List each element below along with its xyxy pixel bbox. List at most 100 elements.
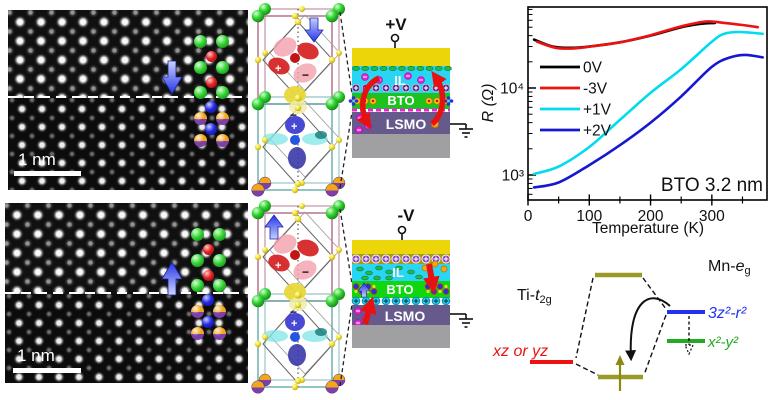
electron-down-arrow	[422, 263, 440, 294]
ti-t2g-label: Ti-t2g	[517, 287, 552, 306]
atom-b-icon	[205, 123, 217, 135]
mn-eg-label: Mn-eg	[708, 258, 751, 277]
x-tick-label: 200	[638, 208, 664, 225]
x-axis-label: Temperature (K)	[592, 220, 704, 237]
energy-level-diagram: Mn-eg Ti-t2g xz or yz 3z²-r² x²-y²	[492, 258, 751, 391]
y-tick-label: 10⁴	[500, 81, 524, 98]
series-curve-0V	[532, 21, 717, 50]
bto-label: BTO	[387, 93, 414, 108]
atom-g-icon	[193, 60, 207, 74]
electron-up-arrow	[360, 296, 377, 325]
screening-charge-row-decoration	[351, 296, 451, 306]
y-axis-label: R (Ω)	[480, 84, 497, 123]
atom-o-icon	[215, 133, 229, 147]
crystal-and-device-panel: + − − +	[250, 2, 473, 394]
terminal-icon	[397, 225, 407, 235]
series-curve--3V	[535, 20, 760, 50]
atom-r-icon	[205, 76, 217, 88]
stem-image-bottom: 1 nm	[5, 203, 248, 383]
scale-bar-label: 1 nm	[18, 150, 56, 169]
lsmo-label: LSMO	[385, 308, 426, 324]
atom-o-icon	[193, 133, 207, 147]
atom-b-icon	[202, 294, 214, 306]
terminal-icon	[390, 33, 400, 43]
polarization-up-arrow-icon	[264, 214, 284, 240]
level-3z2-label: 3z²-r²	[708, 305, 747, 322]
zoom-connector-lines	[339, 11, 353, 387]
electron-transfer-arrow	[625, 297, 671, 362]
atom-g-icon	[212, 227, 226, 241]
atom-o-icon	[193, 111, 207, 125]
polarization-down-arrow-icon	[304, 17, 324, 43]
x-tick-label: 0	[524, 208, 533, 225]
atom-g-icon	[212, 278, 226, 292]
il-label: IL	[392, 265, 404, 280]
polarization-up-arrow-icon	[357, 282, 371, 298]
anion-decoration	[356, 265, 423, 281]
atom-g-icon	[215, 34, 229, 48]
atom-g-icon	[193, 34, 207, 48]
chart-annotation: BTO 3.2 nm	[661, 175, 763, 196]
lsmo-layer	[352, 305, 450, 325]
chart-plot-area: 0 100 200 300 10³ 10⁴ 0V -3V +1V +2V	[500, 6, 768, 225]
atom-g-icon	[193, 85, 207, 99]
spin-up-arrow-icon	[615, 355, 625, 391]
atom-o-icon	[190, 326, 204, 340]
legend-label: +1V	[583, 102, 612, 119]
cation-row-decoration	[351, 254, 451, 264]
polarization-up-arrow-icon	[161, 261, 183, 296]
atom-g-icon	[190, 227, 204, 241]
bto-label: BTO	[386, 282, 413, 297]
atom-b-icon	[205, 101, 217, 113]
lsmo-label: LSMO	[386, 116, 427, 132]
substrate-layer	[352, 134, 450, 158]
ground-icon	[450, 313, 473, 328]
interface-dashed-line	[5, 292, 248, 294]
level-connection-lines	[575, 277, 667, 376]
legend-label: +2V	[583, 123, 612, 140]
x-tick-label: 100	[576, 208, 602, 225]
lsmo-layer	[352, 112, 450, 134]
terminal-label: -V	[398, 206, 416, 225]
atom-g-icon	[190, 253, 204, 267]
legend-label: -3V	[583, 81, 608, 98]
stem-image-top: 1 nm	[8, 10, 248, 190]
y-tick-label: 10³	[502, 168, 524, 185]
atom-o-icon	[212, 326, 226, 340]
atom-g-icon	[215, 60, 229, 74]
scale-bar	[14, 171, 81, 176]
substrate-layer	[352, 325, 450, 348]
atom-o-icon	[190, 304, 204, 318]
ground-icon	[450, 123, 473, 138]
xz-yz-label: xz or yz	[492, 343, 548, 360]
device-stack-plusV: +V IL BTO LSMO	[348, 15, 473, 158]
scale-bar	[13, 368, 81, 373]
x-tick-label: 300	[699, 208, 725, 225]
ion-flow-up-arrow	[430, 70, 447, 127]
atom-r-icon	[202, 243, 214, 255]
anion-row-decoration	[352, 66, 452, 72]
cation-row-strip	[352, 254, 450, 264]
ion-flow-down-arrow	[356, 75, 381, 130]
device-stack-minusV: -V IL BTO LSMO	[351, 206, 473, 348]
atom-b-icon	[202, 316, 214, 328]
scale-bar-label: 1 nm	[17, 346, 55, 365]
atom-r-icon	[205, 50, 217, 62]
atom-o-icon	[215, 111, 229, 125]
polarization-down-arrow-icon	[161, 60, 183, 95]
level-x2y2-label: x²-y²	[707, 334, 739, 351]
atom-g-icon	[215, 85, 229, 99]
top-electrode-layer	[352, 240, 450, 254]
terminal-label: +V	[385, 15, 407, 34]
atom-r-icon	[202, 269, 214, 281]
atom-o-icon	[212, 304, 226, 318]
il-label: IL	[394, 73, 406, 88]
atom-g-icon	[190, 278, 204, 292]
bto-layer	[352, 93, 450, 109]
atom-g-icon	[212, 253, 226, 267]
interface-dashed-line	[8, 96, 248, 98]
series-curve-+2V	[532, 53, 764, 189]
series-curve-+1V	[532, 30, 764, 176]
resistance-temperature-chart: 0 100 200 300 10³ 10⁴ 0V -3V +1V +2V BTO 3.2 nm T…	[480, 6, 768, 237]
